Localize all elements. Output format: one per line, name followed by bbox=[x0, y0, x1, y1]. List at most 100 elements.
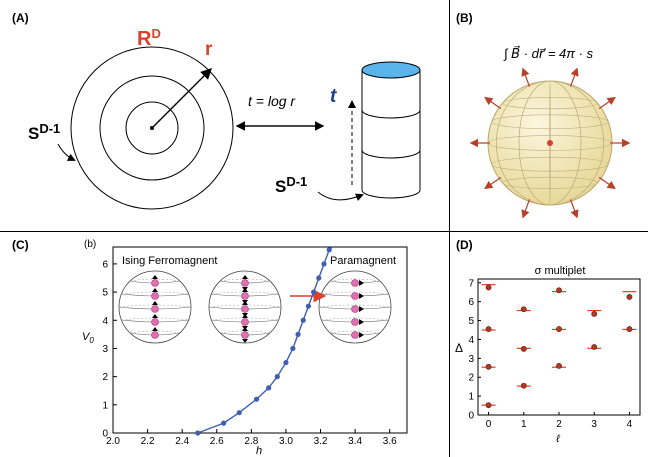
spin-site bbox=[241, 305, 249, 313]
spin-site bbox=[151, 305, 159, 313]
spin-site bbox=[351, 305, 359, 313]
spin-arrow bbox=[152, 327, 158, 331]
plot-frame bbox=[112, 246, 408, 434]
spin-arrow bbox=[359, 280, 364, 286]
sphere-grid-line bbox=[118, 304, 192, 308]
spin-site bbox=[241, 318, 249, 326]
sphere-grid-line bbox=[330, 278, 380, 282]
x-tick-label-d: 3 bbox=[591, 419, 597, 430]
spin-arrow bbox=[359, 293, 364, 299]
panel-d: (D) σ multiplet 0 1 2 3 4 0 1 2 3 4 5 6 7 ℓ Δ bbox=[450, 232, 648, 457]
measured-level bbox=[520, 345, 527, 352]
spin-site bbox=[351, 279, 359, 287]
x-tick-label-d: 1 bbox=[521, 419, 527, 430]
measured-level bbox=[591, 311, 598, 317]
y-tick-label-d: 5 bbox=[468, 316, 474, 327]
cylinder-slice-2 bbox=[361, 149, 421, 159]
outer-circle bbox=[70, 46, 234, 210]
bottom-sphere-arrow bbox=[317, 191, 364, 201]
y-tick-label-d: 6 bbox=[468, 297, 474, 308]
x-tick-label: 3.6 bbox=[383, 436, 397, 447]
y-tick-label: 2 bbox=[102, 372, 108, 383]
spin-arrow bbox=[242, 339, 248, 343]
spin-arrow bbox=[152, 314, 158, 318]
panel-b-label: (B) bbox=[456, 11, 473, 25]
spin-sphere bbox=[208, 270, 282, 344]
monopole-charge bbox=[547, 140, 553, 146]
flux-arrow bbox=[598, 96, 616, 110]
measured-level bbox=[520, 306, 527, 313]
spin-site bbox=[351, 331, 359, 339]
x-tick-label: 3.2 bbox=[314, 436, 328, 447]
x-tick-label-d: 4 bbox=[627, 419, 633, 430]
x-tick-label: 2.4 bbox=[175, 436, 189, 447]
spin-arrow bbox=[152, 275, 158, 279]
measured-level bbox=[556, 287, 562, 294]
spin-site bbox=[151, 279, 159, 287]
measured-level bbox=[626, 294, 633, 300]
sphere-pointer-arrow bbox=[57, 143, 76, 161]
latitude-line bbox=[491, 156, 609, 172]
x-tick-label: 2.6 bbox=[210, 436, 224, 447]
sphere-grid-line bbox=[330, 330, 380, 334]
axis-ticks-d: 0 1 2 3 4 0 1 2 3 4 5 6 7 bbox=[468, 278, 632, 430]
panel-d-label: (D) bbox=[456, 238, 473, 252]
spin-site bbox=[241, 331, 249, 339]
measured-level bbox=[556, 326, 562, 332]
x-tick-label-d: 2 bbox=[556, 419, 562, 430]
longitude-line bbox=[496, 80, 604, 206]
sphere-grid-line bbox=[208, 304, 282, 308]
spectrum-marks bbox=[481, 284, 637, 409]
latitude-line bbox=[491, 114, 609, 130]
y-tick-label: 3 bbox=[102, 344, 108, 355]
sphere-grid-line bbox=[321, 291, 389, 295]
flux-arrow bbox=[569, 199, 579, 219]
flux-arrow bbox=[598, 176, 616, 190]
time-label: t bbox=[330, 86, 337, 107]
spin-spheres bbox=[118, 270, 392, 344]
panel-b: (B) ∫ B⃗ · dr⃗ = 4π · s bbox=[450, 0, 648, 231]
spin-site bbox=[351, 292, 359, 300]
panel-c-sublabel: (b) bbox=[84, 239, 96, 250]
inner-circle bbox=[125, 101, 179, 155]
panel-a: (A) RD r SD-1 t = log r t SD-1 bbox=[0, 0, 449, 231]
y-tick-label: 4 bbox=[102, 316, 108, 327]
data-point bbox=[253, 396, 260, 402]
flux-equation: ∫ B⃗ · dr⃗ = 4π · s bbox=[503, 46, 594, 61]
data-point bbox=[311, 289, 317, 295]
spin-site bbox=[241, 279, 249, 287]
panel-c-chart: (C) (b) 2.0 2.2 2.4 2.6 2.8 3.0 3.2 3.4 3.6 0 1 2 3 4… bbox=[12, 238, 408, 457]
x-tick-label-d: 0 bbox=[486, 419, 492, 430]
cylinder-top bbox=[361, 61, 421, 79]
flux-arrow bbox=[569, 67, 579, 87]
spin-arrow bbox=[242, 275, 248, 279]
panel-c-label: (C) bbox=[12, 238, 29, 252]
y-tick-label-d: 3 bbox=[468, 354, 474, 365]
axis-ticks: 2.0 2.2 2.4 2.6 2.8 3.0 3.2 3.4 3.6 0 1 2 3 4 5 6 bbox=[102, 259, 397, 447]
measured-level bbox=[556, 362, 562, 369]
flux-arrows bbox=[469, 67, 631, 219]
measured-level bbox=[520, 382, 527, 389]
spin-arrow bbox=[242, 301, 248, 305]
vertical-divider bbox=[449, 0, 450, 457]
measured-level bbox=[485, 326, 492, 332]
flux-arrow bbox=[521, 67, 531, 87]
sphere-label: SD-1 bbox=[28, 121, 60, 143]
y-tick-label-d: 0 bbox=[468, 411, 474, 422]
panel-a-label: (A) bbox=[12, 11, 29, 25]
spin-arrow bbox=[359, 319, 364, 325]
data-point bbox=[290, 345, 296, 352]
data-point bbox=[195, 430, 201, 436]
data-point bbox=[305, 303, 312, 309]
spin-arrow bbox=[359, 332, 364, 338]
sphere-grid-line bbox=[211, 291, 279, 295]
plot-frame-d bbox=[477, 278, 641, 416]
data-point bbox=[321, 261, 327, 267]
x-axis-label: h bbox=[256, 445, 262, 457]
measured-level bbox=[626, 326, 633, 332]
y-tick-label: 6 bbox=[102, 259, 108, 270]
measured-level bbox=[485, 363, 492, 370]
sphere-grid-line bbox=[211, 317, 279, 321]
y-axis-label: V0 bbox=[82, 331, 94, 345]
y-tick-label-d: 7 bbox=[468, 278, 474, 289]
